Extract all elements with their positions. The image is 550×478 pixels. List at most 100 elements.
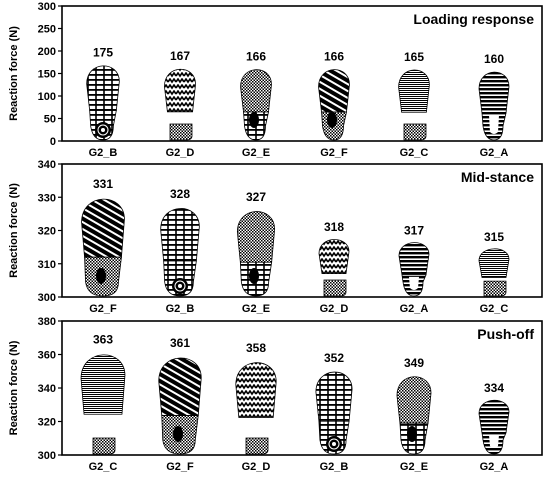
x-tick-label: G2_F — [166, 461, 194, 473]
shoe-heel-mark — [92, 437, 116, 455]
data-label: 317 — [404, 223, 424, 237]
shoe-bar-g2-c — [80, 354, 126, 455]
shoe-forefoot-mark — [478, 71, 510, 114]
y-tick-label: 150 — [38, 69, 56, 81]
data-label: 327 — [246, 190, 266, 204]
data-label: 363 — [93, 332, 113, 346]
data-label: 318 — [324, 220, 344, 234]
shoe-heel-mark — [323, 279, 347, 297]
x-tick-label: G2_F — [320, 147, 348, 159]
shoe-forefoot-mark — [240, 69, 272, 113]
panel-title: Push-off — [477, 326, 534, 342]
x-tick-label: G2_C — [480, 303, 509, 315]
shoe-bar-g2-e — [236, 211, 276, 297]
shoe-bar-g2-b — [160, 208, 200, 297]
shoe-bar-g2-e — [240, 69, 272, 141]
shoe-forefoot-mark — [80, 354, 126, 415]
data-label: 358 — [246, 341, 266, 355]
shoe-forefoot-mark — [318, 239, 350, 275]
shoe-arch-gap — [489, 115, 499, 134]
panel-title: Mid-stance — [461, 169, 534, 185]
shoe-forefoot-mark — [478, 248, 510, 278]
shoe-heel-pad — [249, 112, 259, 128]
x-tick-label: G2_E — [242, 147, 270, 159]
shoe-bar-g2-a — [398, 242, 430, 297]
panel-title: Loading response — [413, 11, 534, 27]
data-label: 331 — [93, 177, 113, 191]
shoe-heel-pad — [173, 426, 183, 442]
y-tick-label: 300 — [38, 1, 56, 13]
shoe-heel-mark — [169, 123, 193, 141]
x-tick-label: G2_A — [480, 461, 509, 473]
data-label: 349 — [404, 356, 424, 370]
x-tick-label: G2_E — [242, 303, 270, 315]
y-tick-label: 330 — [38, 192, 56, 204]
y-tick-label: 320 — [38, 226, 56, 238]
shoe-heel-pad — [327, 112, 337, 128]
data-label: 167 — [170, 49, 190, 63]
y-tick-label: 300 — [38, 450, 56, 462]
shoe-bar-g2-d — [318, 239, 350, 297]
shoe-bar-g2-c — [398, 69, 430, 141]
y-tick-label: 50 — [44, 114, 56, 126]
y-tick-label: 100 — [38, 91, 56, 103]
y-tick-label: 340 — [38, 383, 56, 395]
x-tick-label: G2_C — [400, 147, 429, 159]
y-tick-label: 360 — [38, 350, 56, 362]
shoe-forefoot-mark — [396, 376, 432, 424]
shoe-heel-pad — [96, 268, 106, 284]
shoe-heel-mark — [245, 437, 269, 455]
shoe-bar-g2-d — [235, 362, 277, 455]
x-tick-label: G2_A — [480, 147, 509, 159]
x-tick-label: G2_C — [89, 461, 118, 473]
y-tick-label: 340 — [38, 159, 56, 171]
shoe-forefoot-mark — [235, 362, 277, 418]
shoe-forefoot-mark — [398, 242, 430, 276]
y-tick-label: 250 — [38, 24, 56, 36]
x-tick-label: G2_D — [320, 303, 349, 315]
x-tick-label: G2_B — [89, 147, 118, 159]
y-tick-label: 300 — [38, 292, 56, 304]
shoe-forefoot-mark — [160, 208, 200, 262]
shoe-forefoot-mark — [315, 371, 353, 422]
data-label: 165 — [404, 50, 424, 64]
data-label: 166 — [324, 49, 344, 63]
data-label: 334 — [484, 381, 504, 395]
shoe-bar-g2-f — [81, 198, 125, 297]
x-tick-label: G2_E — [400, 461, 428, 473]
shoe-bar-g2-f — [318, 69, 350, 141]
y-axis-label: Reaction force (N) — [8, 26, 20, 121]
x-tick-label: G2_A — [400, 303, 429, 315]
y-tick-label: 380 — [38, 316, 56, 328]
shoe-forefoot-mark — [318, 69, 350, 113]
data-label: 175 — [93, 45, 113, 59]
shoe-forefoot-mark — [86, 65, 120, 111]
data-label: 352 — [324, 351, 344, 365]
y-axis-label: Reaction force (N) — [8, 183, 20, 278]
shoe-forefoot-mark — [158, 357, 202, 416]
shoe-bar-g2-d — [164, 68, 196, 141]
y-tick-label: 320 — [38, 417, 56, 429]
data-label: 166 — [246, 49, 266, 63]
shoe-forefoot-mark — [81, 198, 125, 258]
y-axis-label: Reaction force (N) — [8, 340, 20, 435]
shoe-arch-gap — [409, 276, 419, 290]
shoe-forefoot-mark — [398, 69, 430, 113]
x-tick-label: G2_D — [166, 147, 195, 159]
y-tick-label: 310 — [38, 259, 56, 271]
shoe-heel-mark — [403, 123, 427, 141]
panel-push-off: 300 320 340 360 380 Reaction force (N) Push-of… — [8, 316, 543, 473]
shoe-bar-g2-e — [396, 376, 432, 455]
data-label: 160 — [484, 52, 504, 66]
shoe-bar-g2-f — [158, 357, 202, 455]
data-label: 315 — [484, 230, 504, 244]
y-tick-label: 200 — [38, 46, 56, 58]
shoe-bar-g2-b — [315, 371, 353, 455]
x-tick-label: G2_B — [320, 461, 349, 473]
x-tick-label: G2_B — [166, 303, 195, 315]
shoe-bar-g2-a — [478, 399, 510, 455]
shoe-bar-g2-a — [478, 71, 510, 141]
y-tick-label: 0 — [50, 136, 56, 148]
shoe-forefoot-mark — [164, 68, 196, 113]
